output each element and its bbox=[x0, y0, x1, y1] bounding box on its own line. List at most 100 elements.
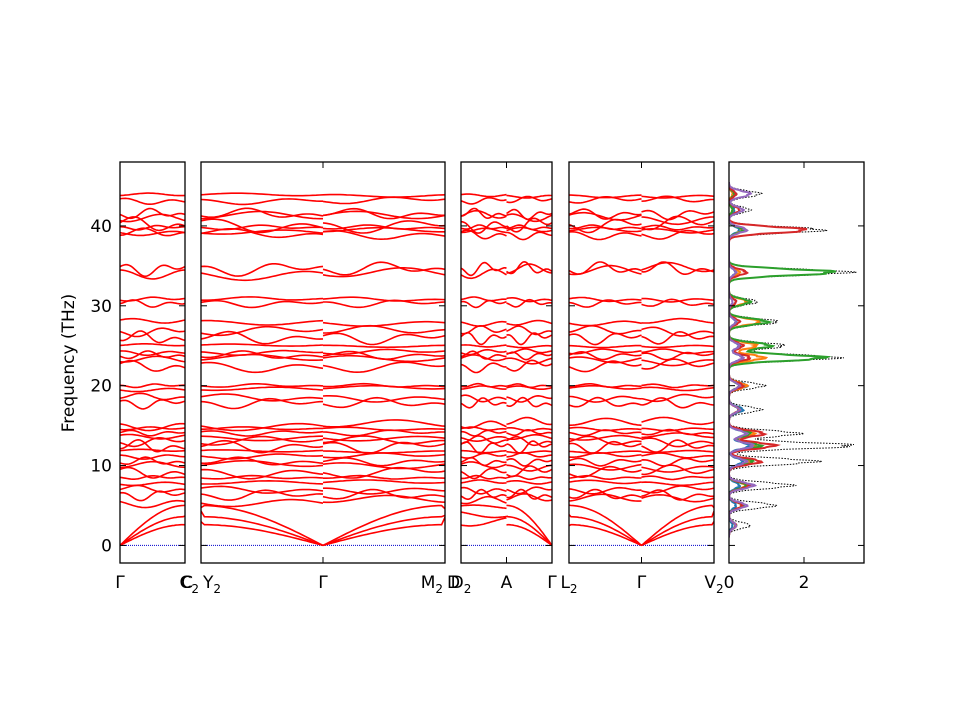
band-line bbox=[506, 319, 552, 326]
band-line bbox=[322, 452, 445, 459]
band-line bbox=[461, 488, 507, 500]
band-line bbox=[569, 211, 642, 221]
band-line bbox=[120, 392, 185, 401]
x-tick-label: V2 bbox=[704, 573, 723, 596]
panel-frame bbox=[119, 161, 186, 564]
band-line bbox=[506, 297, 552, 303]
band-line bbox=[201, 349, 324, 356]
band-line bbox=[569, 493, 642, 502]
band-line bbox=[641, 386, 714, 392]
band-line bbox=[323, 299, 445, 309]
band-line bbox=[506, 475, 552, 481]
band-line bbox=[322, 348, 445, 356]
band-line bbox=[506, 325, 552, 336]
band-line bbox=[569, 457, 642, 467]
band-line bbox=[201, 299, 324, 309]
dos-frame bbox=[728, 161, 865, 564]
band-line bbox=[506, 263, 552, 274]
band-line bbox=[201, 224, 324, 231]
band-line bbox=[641, 485, 714, 494]
band-line bbox=[120, 263, 185, 278]
band-line bbox=[322, 504, 445, 547]
band-line bbox=[461, 331, 507, 346]
band-line bbox=[641, 344, 714, 349]
band-line bbox=[201, 296, 324, 301]
band-line bbox=[201, 207, 324, 219]
band-line bbox=[120, 429, 185, 437]
band-line bbox=[461, 397, 507, 409]
band-line bbox=[120, 466, 185, 479]
band-line bbox=[201, 319, 324, 326]
band-line bbox=[322, 441, 445, 455]
band-line bbox=[323, 344, 445, 349]
band-line bbox=[120, 422, 185, 432]
band-line bbox=[569, 384, 642, 390]
x-tick-label: Γ bbox=[637, 573, 647, 593]
band-line bbox=[506, 486, 552, 495]
band-line bbox=[569, 196, 642, 204]
band-line bbox=[120, 359, 185, 372]
y-tick-label: 0 bbox=[101, 536, 112, 556]
band-line bbox=[322, 332, 445, 346]
band-line bbox=[201, 485, 324, 494]
x-tick-label: Γ bbox=[318, 573, 328, 593]
band-line bbox=[569, 325, 642, 335]
band-line bbox=[120, 481, 185, 487]
band-line bbox=[506, 457, 552, 467]
band-curves bbox=[461, 193, 552, 547]
band-line bbox=[506, 504, 552, 546]
band-line bbox=[641, 383, 714, 389]
band-line bbox=[641, 428, 714, 436]
band-line bbox=[641, 457, 714, 467]
band-line bbox=[322, 226, 445, 233]
band-line bbox=[120, 350, 185, 360]
band-line bbox=[641, 348, 714, 355]
band-line bbox=[569, 486, 642, 495]
band-line bbox=[322, 320, 445, 327]
band-line bbox=[322, 230, 445, 241]
band-line bbox=[120, 490, 185, 502]
band-line bbox=[322, 210, 445, 220]
band-line bbox=[461, 207, 507, 220]
band-line bbox=[569, 429, 642, 437]
band-line bbox=[641, 510, 714, 547]
dos-curves bbox=[729, 182, 857, 538]
band-line bbox=[506, 385, 552, 390]
x-tick-label: A bbox=[501, 573, 513, 593]
band-line bbox=[641, 465, 714, 473]
band-line bbox=[461, 229, 507, 240]
band-line bbox=[201, 210, 323, 220]
band-line bbox=[201, 459, 324, 468]
band-line bbox=[322, 494, 445, 504]
band-line bbox=[641, 427, 714, 432]
band-line bbox=[201, 426, 323, 431]
band-line bbox=[506, 226, 552, 233]
band-line bbox=[201, 435, 324, 446]
band-line bbox=[641, 224, 714, 231]
band-line bbox=[120, 437, 185, 448]
band-line bbox=[461, 504, 507, 510]
band-line bbox=[322, 395, 445, 403]
band-line bbox=[120, 484, 185, 493]
band-line bbox=[569, 395, 642, 403]
band-panel-2: C2 Y2 Γ M2 D bbox=[179, 161, 460, 596]
band-line bbox=[201, 439, 324, 454]
band-line bbox=[120, 475, 185, 480]
band-line bbox=[569, 514, 642, 547]
band-line bbox=[506, 344, 552, 349]
band-line bbox=[506, 208, 552, 221]
x-tick-label: D2 bbox=[451, 573, 472, 596]
band-line bbox=[506, 298, 552, 308]
band-line bbox=[461, 429, 507, 437]
band-line bbox=[323, 324, 445, 334]
band-panel-3: D2 A Γ bbox=[451, 161, 557, 596]
band-panel-4: L2 Γ V2 bbox=[560, 161, 724, 596]
band-line bbox=[461, 362, 507, 374]
band-line bbox=[506, 492, 552, 502]
band-line bbox=[461, 486, 507, 495]
band-line bbox=[461, 467, 507, 480]
band-line bbox=[569, 356, 642, 364]
band-line bbox=[569, 360, 642, 373]
band-line bbox=[569, 332, 642, 346]
